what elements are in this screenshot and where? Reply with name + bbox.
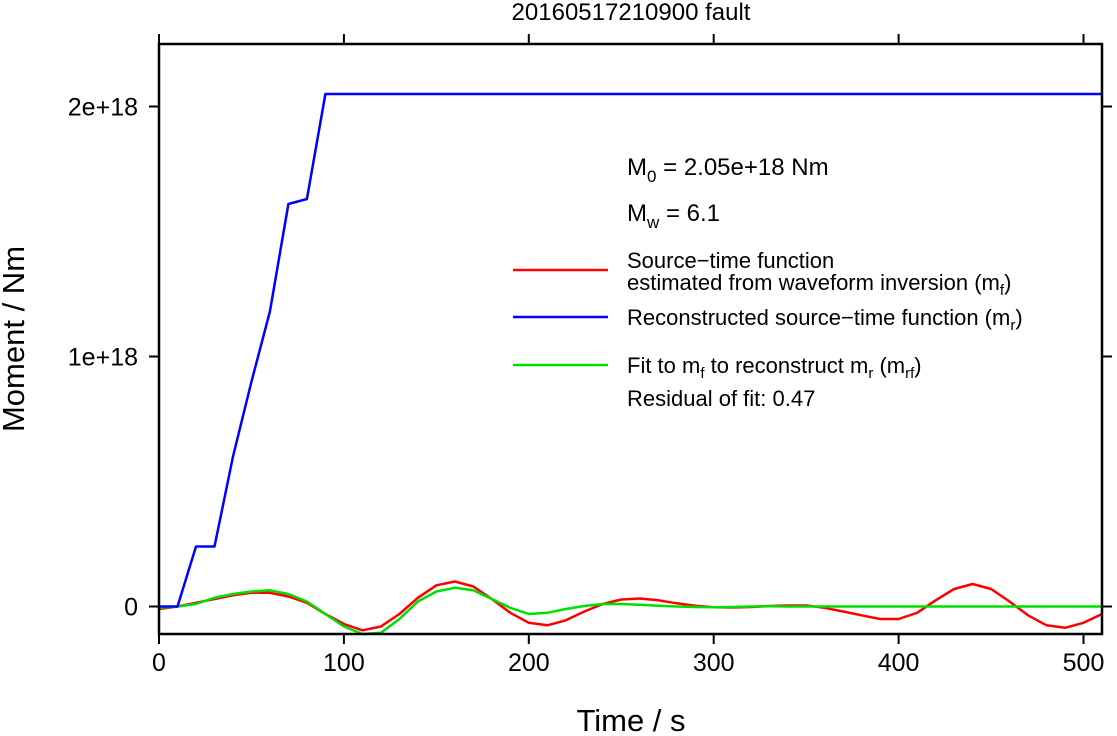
mw-annotation: Mw = 6.1 (627, 200, 720, 232)
y-tick-label: 2e+18 (68, 94, 138, 122)
x-tick-label: 500 (1063, 649, 1105, 677)
legend-label-mr: Reconstructed source−time function (mr) (627, 305, 1023, 334)
residual-annotation: Residual of fit: 0.47 (627, 386, 815, 411)
y-tick-label: 0 (124, 594, 138, 622)
m0-annotation: M0 = 2.05e+18 Nm (627, 154, 829, 186)
plot-frame (157, 42, 1104, 636)
series-line-1 (159, 92, 1102, 608)
chart-title: 20160517210900 fault (512, 0, 751, 26)
legend: Source−time function estimated from wave… (513, 248, 1023, 411)
legend-label-mf-line2: estimated from waveform inversion (mf) (627, 270, 1011, 299)
series-layer (159, 92, 1102, 634)
x-tick-label: 200 (508, 649, 550, 677)
series-line-2 (159, 586, 1102, 634)
plot-area: 0 100 200 300 400 500 0 1e+18 2e+18 (68, 34, 1112, 677)
x-axis-title: Time / s (576, 703, 685, 736)
ticks-layer: 0 100 200 300 400 500 0 1e+18 2e+18 (68, 34, 1112, 677)
y-axis-title: Moment / Nm (0, 246, 31, 432)
x-tick-label: 0 (152, 649, 166, 677)
annotations: M0 = 2.05e+18 Nm Mw = 6.1 (627, 154, 829, 232)
legend-label-mf-line1: Source−time function (627, 248, 834, 273)
legend-label-mrf: Fit to mf to reconstruct mr (mrf) (627, 353, 922, 382)
x-tick-label: 100 (323, 649, 365, 677)
x-tick-label: 400 (878, 649, 920, 677)
y-tick-label: 1e+18 (68, 344, 138, 372)
x-tick-label: 300 (693, 649, 735, 677)
